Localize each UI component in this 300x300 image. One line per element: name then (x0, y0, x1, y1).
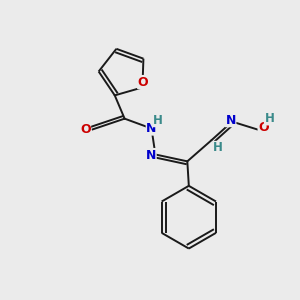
Text: H: H (265, 112, 275, 125)
Text: O: O (138, 76, 148, 88)
Text: H: H (213, 141, 223, 154)
Text: H: H (153, 114, 163, 127)
Text: O: O (80, 123, 91, 136)
Text: N: N (225, 114, 236, 127)
Text: O: O (258, 121, 269, 134)
Text: N: N (146, 148, 156, 162)
Text: N: N (146, 122, 157, 135)
